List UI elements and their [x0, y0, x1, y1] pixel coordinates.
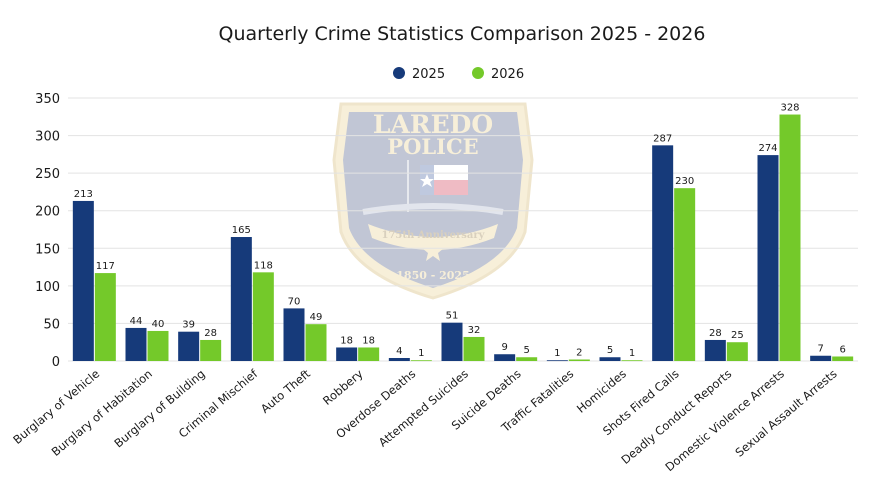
x-category-label: Sexual Assault Arrests [732, 367, 839, 460]
bar-2026 [674, 188, 696, 361]
bar-2026 [832, 356, 854, 361]
bar-2025 [441, 322, 463, 361]
data-label-2025: 274 [758, 143, 777, 154]
data-label-2025: 39 [182, 320, 195, 331]
bar-2025 [125, 327, 147, 361]
texas-flag-icon [407, 160, 468, 212]
data-label-2025: 51 [446, 311, 459, 322]
bar-2025 [652, 145, 674, 361]
y-tick-label: 100 [35, 280, 60, 295]
bar-2026 [358, 347, 380, 361]
y-tick-label: 250 [35, 167, 60, 182]
y-tick-label: 150 [35, 242, 60, 257]
bar-2025 [283, 308, 305, 361]
data-label-2025: 44 [130, 316, 143, 327]
watermark-line2: POLICE [387, 134, 478, 159]
data-label-2026: 230 [675, 176, 694, 187]
bar-2026 [726, 342, 748, 361]
y-tick-label: 0 [52, 355, 60, 370]
bar-2025 [230, 237, 252, 361]
bar-2026 [94, 273, 116, 361]
data-label-2025: 4 [396, 346, 402, 357]
watermark-badge: LAREDO POLICE 175th Anniversary 1850 - 2… [332, 102, 534, 300]
bar-2026 [621, 360, 643, 362]
bar-2025 [546, 360, 568, 362]
bars [72, 114, 854, 362]
data-label-2026: 40 [152, 319, 165, 330]
x-category-label: Auto Theft [258, 366, 313, 416]
y-axis-ticks: 0 50 100 150 200 250 300 350 [35, 92, 60, 370]
data-label-2026: 25 [731, 330, 744, 341]
watermark-line1: LAREDO [373, 110, 493, 139]
legend-label-2025: 2025 [412, 67, 445, 82]
bar-2025 [810, 355, 832, 361]
bar-2025 [757, 155, 779, 361]
y-tick-label: 200 [35, 205, 60, 220]
bar-2026 [463, 336, 485, 361]
data-label-2025: 70 [288, 296, 301, 307]
data-label-2026: 28 [204, 328, 217, 339]
bar-2026 [516, 357, 538, 361]
bar-2025 [388, 357, 410, 361]
bar-2025 [336, 347, 358, 361]
data-label-2026: 6 [839, 344, 845, 355]
bar-2026 [410, 360, 432, 362]
data-label-2026: 32 [468, 325, 481, 336]
data-label-2026: 328 [780, 103, 799, 114]
data-label-2025: 287 [653, 133, 672, 144]
bar-2025 [599, 357, 621, 361]
data-label-2026: 118 [254, 260, 273, 271]
x-category-label: Burglary of Building [111, 367, 207, 451]
data-label-2026: 18 [362, 335, 375, 346]
data-label-2025: 9 [501, 342, 507, 353]
watermark-banner: 175th Anniversary [382, 230, 486, 241]
x-category-label: Robbery [320, 366, 366, 408]
data-label-2026: 2 [576, 347, 582, 358]
data-label-2025: 28 [709, 328, 722, 339]
bar-2026 [200, 339, 222, 361]
data-label-2026: 117 [96, 261, 115, 272]
x-category-label: Attempted Suicides [376, 367, 471, 450]
star-icon [422, 240, 444, 261]
bar-2025 [72, 200, 94, 361]
x-category-label: Homicides [574, 367, 629, 416]
legend: 2025 2026 [393, 67, 524, 82]
bar-2026 [147, 330, 169, 361]
x-category-label: Burglary of Vehicle [10, 367, 102, 447]
y-tick-label: 300 [35, 130, 60, 145]
data-label-2025: 18 [340, 335, 353, 346]
bar-2026 [252, 272, 274, 361]
bar-2025 [178, 331, 200, 361]
y-tick-label: 50 [43, 317, 60, 332]
watermark-years: 1850 - 2025 [396, 269, 469, 282]
bar-2026 [305, 324, 327, 361]
data-label-2025: 165 [232, 225, 251, 236]
data-label-2025: 213 [74, 189, 93, 200]
bar-2026 [568, 359, 590, 361]
bar-2025 [494, 354, 516, 361]
data-label-2026: 1 [418, 348, 424, 359]
bar-2026 [779, 114, 801, 361]
data-label-2026: 49 [310, 312, 323, 323]
x-category-label: Burglary of Habitation [49, 367, 155, 459]
legend-marker-2025 [393, 67, 405, 79]
gridlines [68, 97, 858, 362]
data-label-2026: 5 [523, 345, 529, 356]
data-label-2025: 7 [817, 344, 823, 355]
bar-2025 [704, 339, 726, 361]
chart-title: Quarterly Crime Statistics Comparison 20… [219, 23, 706, 45]
data-label-2026: 1 [629, 348, 635, 359]
data-label-2025: 5 [607, 345, 613, 356]
legend-label-2026: 2026 [491, 67, 524, 82]
y-tick-label: 350 [35, 92, 60, 107]
data-label-2025: 1 [554, 348, 560, 359]
legend-marker-2026 [472, 67, 484, 79]
